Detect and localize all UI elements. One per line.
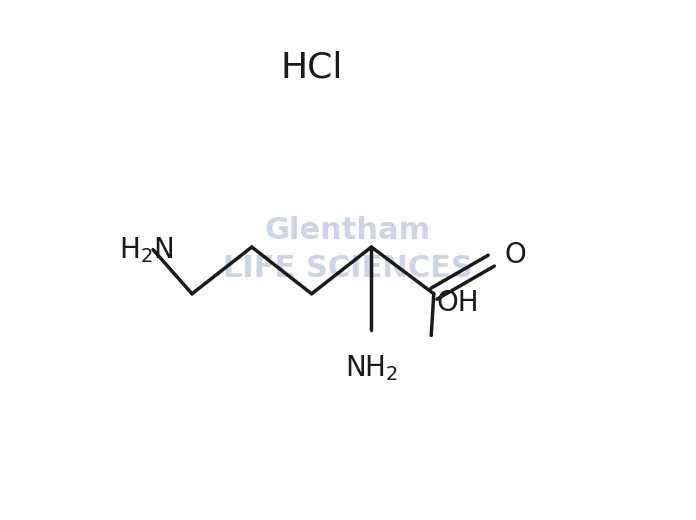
Text: NH$_2$: NH$_2$ [345,354,398,383]
Text: OH: OH [436,289,479,317]
Text: O: O [504,241,525,269]
Text: Glentham
LIFE SCIENCES: Glentham LIFE SCIENCES [223,216,473,283]
Text: H$_2$N: H$_2$N [119,235,173,265]
Text: HCl: HCl [280,50,343,85]
